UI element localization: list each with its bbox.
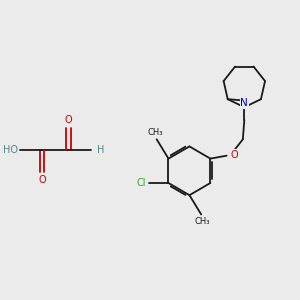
Text: O: O <box>38 175 46 185</box>
Text: O: O <box>230 150 238 160</box>
Text: HO: HO <box>3 145 18 155</box>
Text: CH₃: CH₃ <box>195 217 211 226</box>
Text: H: H <box>97 145 104 155</box>
Text: O: O <box>64 115 72 125</box>
Text: N: N <box>240 98 248 108</box>
Text: CH₃: CH₃ <box>148 128 163 137</box>
Text: Cl: Cl <box>136 178 146 188</box>
